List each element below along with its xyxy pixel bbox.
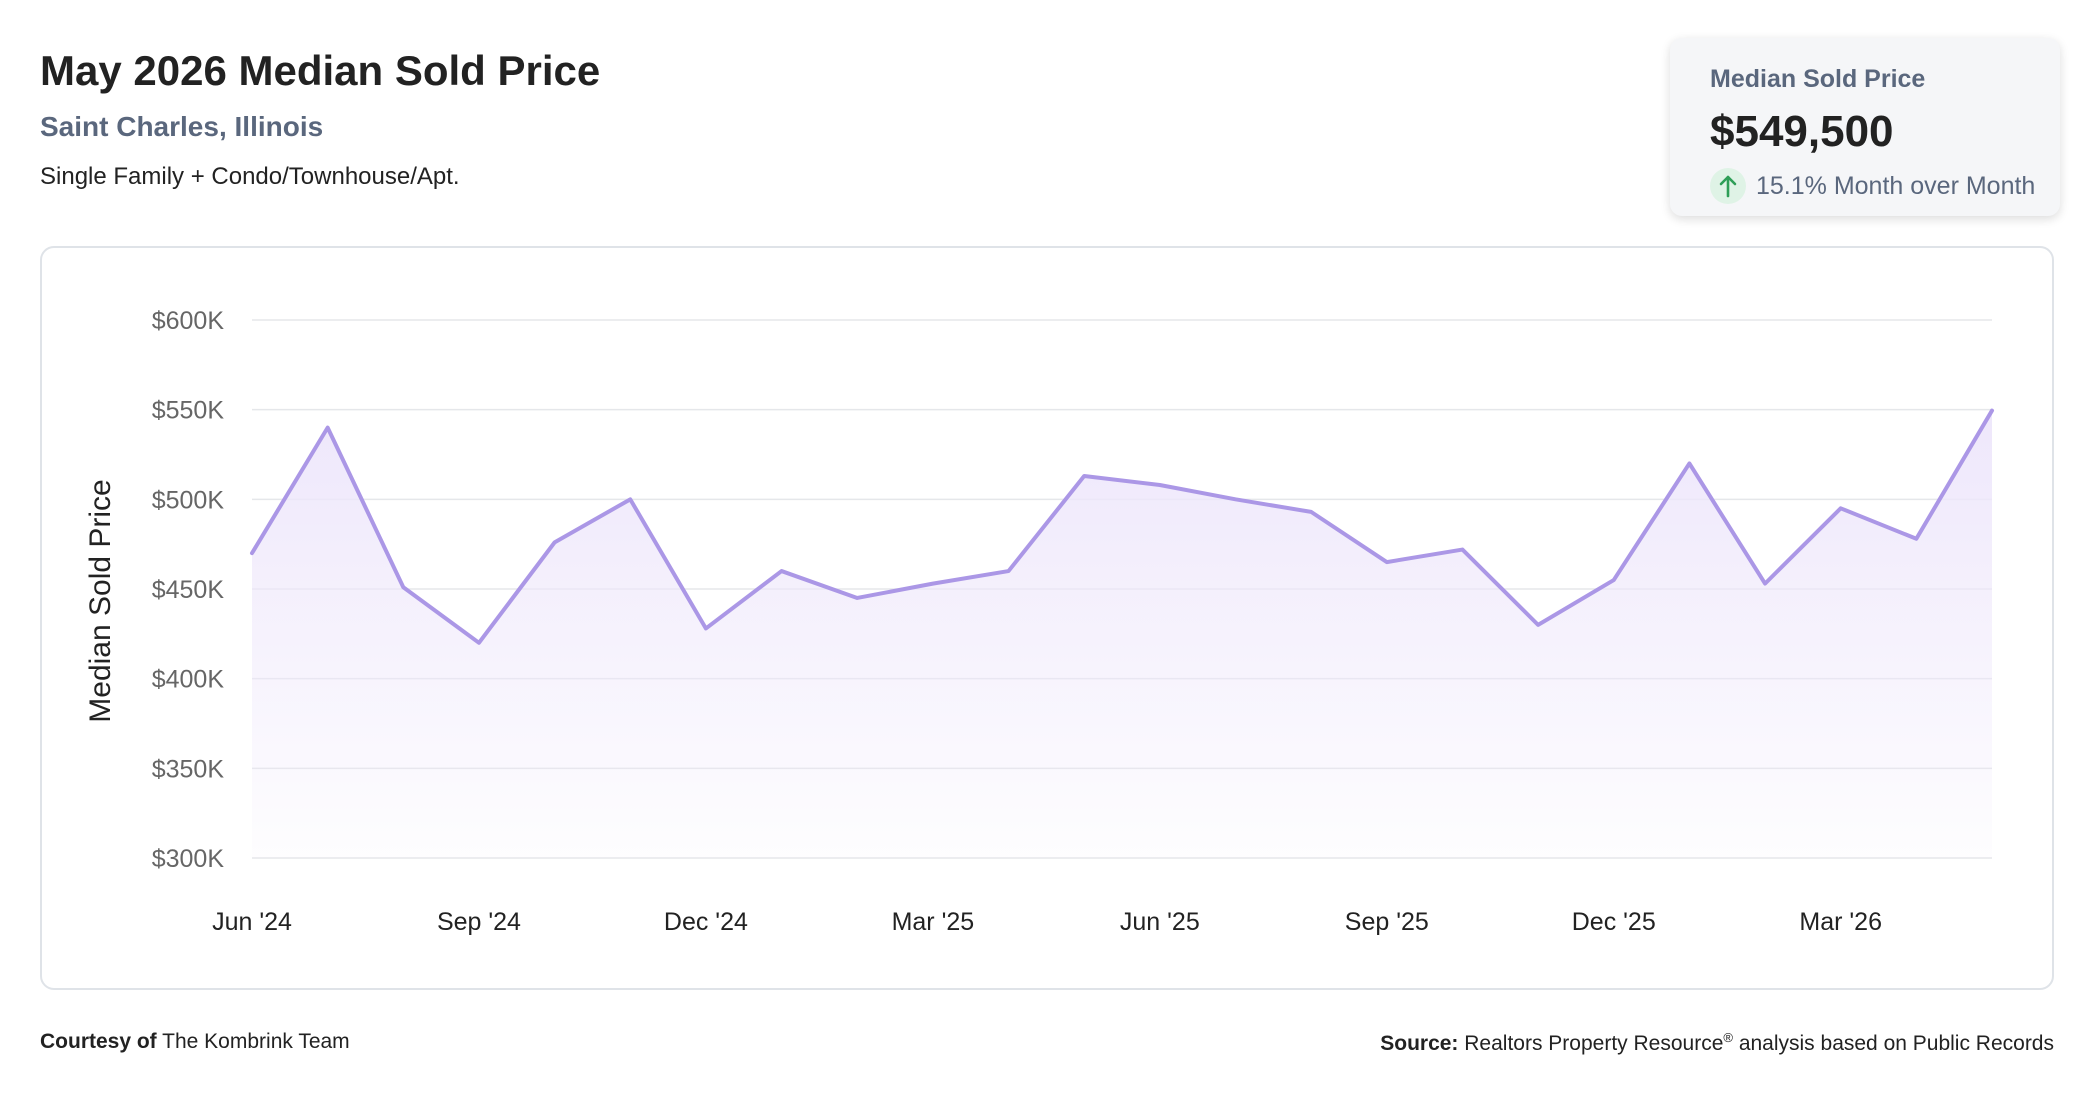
data-point bbox=[1157, 482, 1163, 488]
data-point bbox=[779, 568, 785, 574]
data-point bbox=[552, 539, 558, 545]
x-tick-label: Dec '24 bbox=[664, 908, 748, 936]
y-tick-label: $500K bbox=[152, 486, 225, 514]
summary-card-value: $549,500 bbox=[1710, 107, 1894, 156]
location-subtitle: Saint Charles, Illinois bbox=[40, 111, 324, 142]
y-tick-label: $300K bbox=[152, 845, 225, 873]
footer-source: Source: Realtors Property Resource® anal… bbox=[1380, 1030, 2054, 1056]
data-point bbox=[1762, 581, 1768, 587]
data-point bbox=[703, 625, 709, 631]
source-label: Source: bbox=[1380, 1032, 1459, 1055]
summary-card-label: Median Sold Price bbox=[1710, 65, 1926, 93]
data-point bbox=[1384, 559, 1390, 565]
data-point bbox=[1611, 577, 1617, 583]
data-point bbox=[400, 584, 406, 590]
data-point bbox=[1232, 496, 1238, 502]
x-tick-label: Dec '25 bbox=[1572, 908, 1656, 936]
x-tick-label: Jun '24 bbox=[212, 908, 292, 936]
data-point bbox=[1989, 408, 1995, 414]
source-text: Realtors Property Resource bbox=[1464, 1032, 1724, 1055]
summary-card: Median Sold Price $549,500 15.1% Month o… bbox=[1670, 38, 2060, 216]
data-point bbox=[1535, 622, 1541, 628]
arrow-up-icon bbox=[1710, 168, 1746, 204]
data-point bbox=[1686, 460, 1692, 466]
x-tick-label: Sep '24 bbox=[437, 908, 521, 936]
courtesy-name: The Kombrink Team bbox=[162, 1030, 350, 1053]
header: May 2026 Median Sold Price Saint Charles… bbox=[40, 40, 600, 194]
y-tick-label: $550K bbox=[152, 397, 225, 425]
y-tick-label: $450K bbox=[152, 576, 225, 604]
y-tick-label: $350K bbox=[152, 755, 225, 783]
series-area bbox=[252, 410, 1992, 858]
y-tick-label: $600K bbox=[152, 307, 225, 335]
courtesy-label: Courtesy of bbox=[40, 1030, 157, 1053]
data-point bbox=[1913, 536, 1919, 542]
y-axis-label: Median Sold Price bbox=[84, 479, 117, 722]
data-point bbox=[1081, 473, 1087, 479]
change-text: 15.1% Month over Month bbox=[1756, 171, 2036, 200]
data-point bbox=[930, 581, 936, 587]
footer-courtesy: Courtesy of The Kombrink Team bbox=[40, 1030, 350, 1054]
source-suffix: analysis based on Public Records bbox=[1738, 1032, 2054, 1055]
data-point bbox=[854, 595, 860, 601]
data-point bbox=[476, 640, 482, 646]
median-sold-price-chart: $300K $350K $400K $450K $500K $550K $600K Jun '… bbox=[84, 307, 1995, 936]
x-tick-label: Sep '25 bbox=[1345, 908, 1429, 936]
data-point bbox=[627, 496, 633, 502]
page-title: May 2026 Median Sold Price bbox=[40, 47, 601, 94]
data-point bbox=[1308, 509, 1314, 515]
x-tick-label: Jun '25 bbox=[1120, 908, 1200, 936]
chart-panel: $300K $350K $400K $450K $500K $550K $600K Jun '… bbox=[40, 246, 2054, 990]
registered-mark: ® bbox=[1723, 1030, 1733, 1045]
y-tick-label: $400K bbox=[152, 666, 225, 694]
data-point bbox=[249, 550, 255, 556]
data-point bbox=[1838, 505, 1844, 511]
summary-card-change: 15.1% Month over Month bbox=[1710, 168, 2060, 204]
data-point bbox=[1459, 547, 1465, 553]
data-point bbox=[1006, 568, 1012, 574]
x-tick-label: Mar '26 bbox=[1799, 908, 1882, 936]
property-type-label: Single Family + Condo/Townhouse/Apt. bbox=[40, 163, 460, 190]
data-point bbox=[325, 425, 331, 431]
series-line bbox=[250, 408, 1994, 645]
x-tick-label: Mar '25 bbox=[892, 908, 975, 936]
